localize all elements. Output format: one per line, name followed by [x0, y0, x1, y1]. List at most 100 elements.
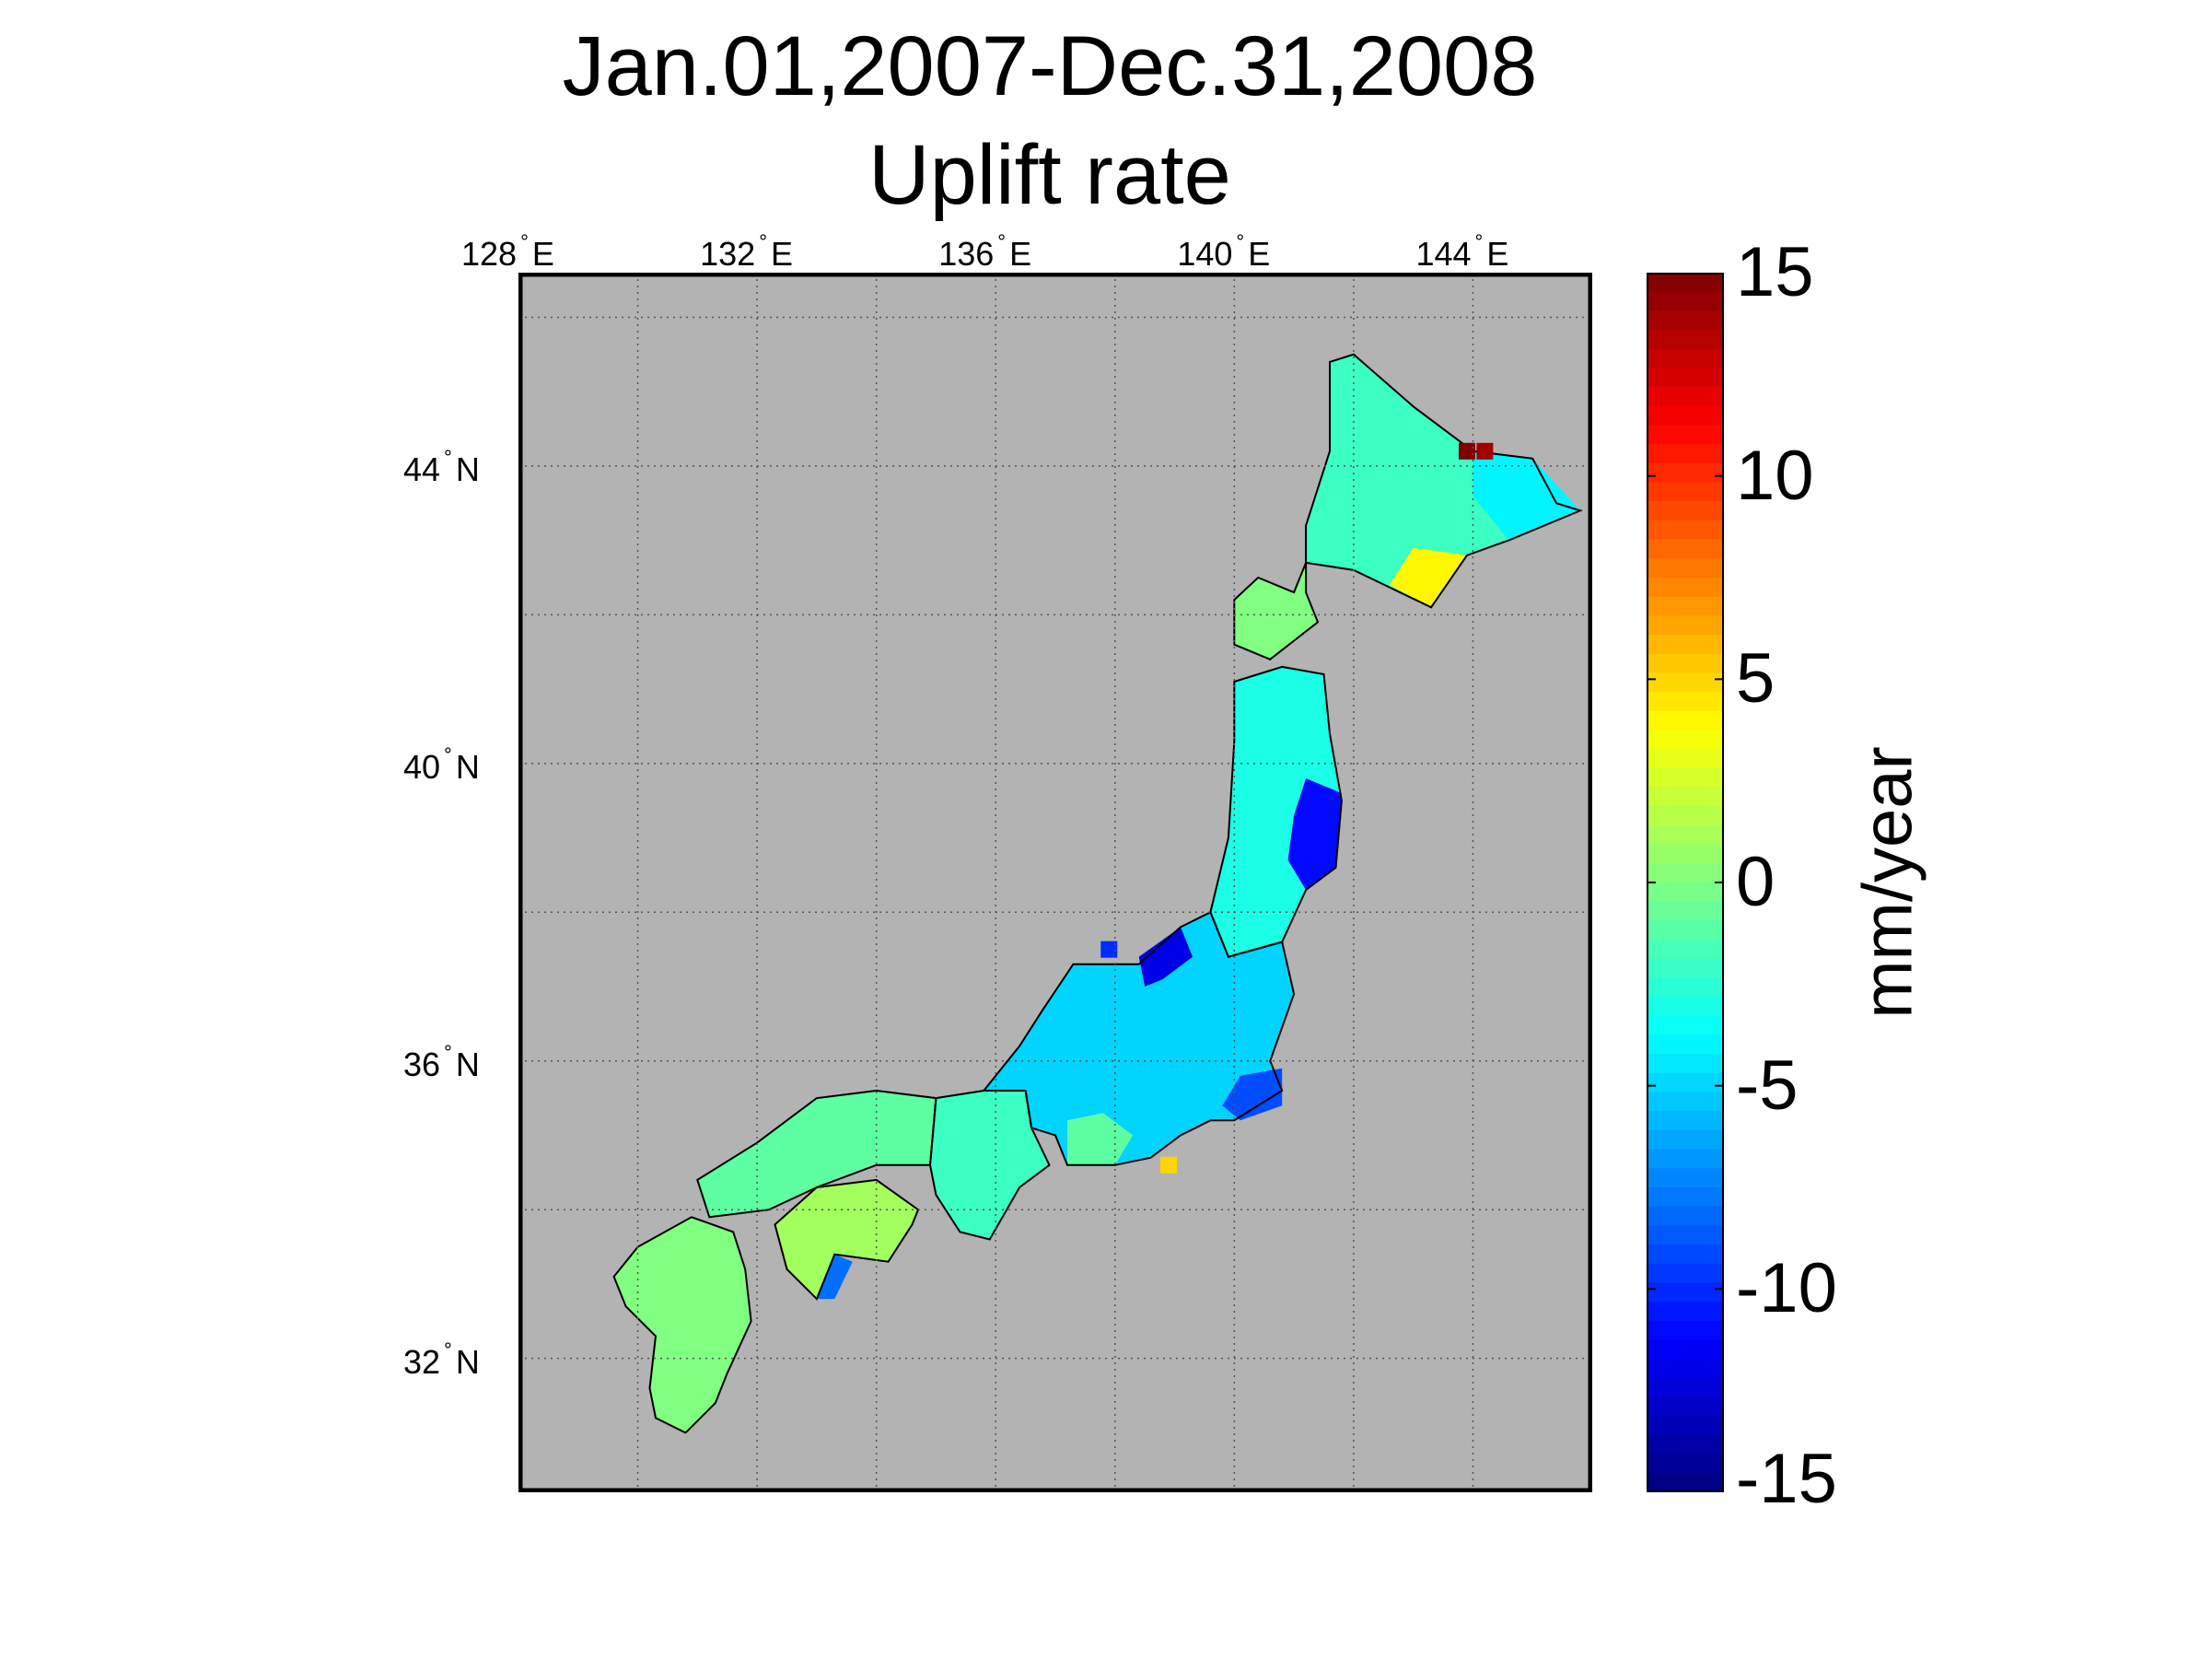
- colorbar-band: [1647, 1111, 1724, 1131]
- degree-symbol: °: [444, 1338, 452, 1361]
- colorbar-band: [1647, 635, 1724, 655]
- region-honshu-central: [984, 912, 1295, 1165]
- colorbar-band: [1647, 1034, 1724, 1055]
- uplift-markers-layer: [1100, 442, 1494, 1174]
- coastline-hokkaido-north: [1305, 353, 1583, 609]
- colorbar-band: [1647, 1168, 1724, 1188]
- colorbar-tick-label: 0: [1736, 843, 1775, 921]
- region-kyushu: [613, 1217, 751, 1433]
- lon-tick-number: 144: [1415, 235, 1472, 273]
- colorbar-band: [1647, 348, 1724, 369]
- degree-symbol: °: [1474, 230, 1484, 253]
- hemisphere-letter: E: [1486, 235, 1509, 273]
- colorbar-band: [1647, 425, 1724, 445]
- japan-uplift-map: [518, 273, 1592, 1492]
- hemisphere-letter: E: [531, 235, 554, 273]
- lat-tick-number: 40: [403, 747, 441, 786]
- region-hokkaido-north: [1306, 354, 1580, 608]
- marker-noto-cell: [1100, 940, 1118, 958]
- colorbar-band: [1647, 653, 1724, 674]
- colorbar-band: [1647, 1129, 1724, 1151]
- lon-tick-label-144: 144 ° E: [1415, 230, 1508, 274]
- colorbar-band: [1647, 1339, 1724, 1360]
- colorbar-band: [1647, 539, 1724, 559]
- uplift-regions-layer: [613, 354, 1580, 1433]
- coastline-honshu-central: [982, 910, 1296, 1166]
- lat-tick-label-40: 40 ° N: [403, 743, 480, 787]
- colorbar-band: [1647, 1187, 1724, 1208]
- colorbar-band: [1647, 482, 1724, 502]
- colorbar-tick-label: 15: [1736, 233, 1814, 311]
- colorbar-band: [1647, 291, 1724, 311]
- colorbar-band: [1647, 1454, 1724, 1474]
- degree-symbol: °: [997, 230, 1007, 253]
- lat-tick-number: 36: [403, 1045, 441, 1083]
- region-niigata-subsidence: [1138, 927, 1193, 987]
- colorbar-band: [1647, 863, 1724, 883]
- colorbar-band: [1647, 1434, 1724, 1455]
- colorbar-band: [1647, 330, 1724, 350]
- colorbar-band: [1647, 1302, 1724, 1322]
- colorbar-band: [1647, 273, 1724, 293]
- colorbar-band: [1647, 615, 1724, 636]
- colorbar-tick-label: -15: [1736, 1440, 1837, 1518]
- colorbar-tick-label: -5: [1736, 1046, 1799, 1125]
- region-shikoku-south-cape: [816, 1254, 853, 1300]
- colorbar-band: [1647, 310, 1724, 331]
- colorbar-band: [1647, 1396, 1724, 1417]
- colorbar-band: [1647, 749, 1724, 769]
- lon-tick-label-128: 128 ° E: [461, 230, 554, 274]
- degree-symbol: °: [444, 742, 452, 766]
- colorbar-band: [1647, 1377, 1724, 1398]
- chart-title-line2: Uplift rate: [868, 128, 1231, 222]
- colorbar-band: [1647, 901, 1724, 921]
- colorbar-band: [1647, 405, 1724, 426]
- colorbar-band: [1647, 977, 1724, 998]
- colorbar-band: [1647, 368, 1724, 388]
- lat-tick-number: 32: [403, 1342, 441, 1381]
- hemisphere-letter: N: [455, 450, 480, 488]
- map-panel: [518, 273, 1592, 1492]
- colorbar-band: [1647, 1263, 1724, 1284]
- map-frame-border: [518, 273, 1592, 1492]
- colorbar-tick-label: 5: [1736, 639, 1775, 719]
- colorbar-band: [1647, 958, 1724, 979]
- lon-tick-number: 140: [1177, 235, 1233, 273]
- lat-tick-number: 44: [403, 450, 441, 488]
- colorbar-band: [1647, 806, 1724, 826]
- colorbar-band: [1647, 730, 1724, 750]
- marker-izu-uplift: [1160, 1156, 1178, 1174]
- colorbar-band: [1647, 997, 1724, 1017]
- colorbar-band: [1647, 672, 1724, 693]
- region-tohoku-pacific-subsidence: [1287, 778, 1342, 891]
- hemisphere-letter: N: [455, 747, 480, 786]
- colorbar-band: [1647, 1206, 1724, 1226]
- colorbar-band: [1647, 1149, 1724, 1169]
- colorbar-band: [1647, 882, 1724, 903]
- colorbar-band: [1647, 520, 1724, 541]
- colorbar-band: [1647, 692, 1724, 712]
- colorbar-tick-label: 10: [1736, 436, 1814, 515]
- region-kinki: [930, 1091, 1050, 1240]
- region-shikoku: [774, 1179, 918, 1300]
- colorbar-tick-label: -10: [1736, 1249, 1837, 1328]
- colorbar-band: [1647, 1092, 1724, 1112]
- colorbar-band: [1647, 387, 1724, 407]
- colorbar-band: [1647, 444, 1724, 464]
- region-hokkaido-south-uplift: [1389, 547, 1467, 608]
- colorbar-band: [1647, 767, 1724, 789]
- hemisphere-letter: N: [455, 1342, 480, 1381]
- colorbar-band: [1647, 501, 1724, 521]
- colorbar-band: [1647, 1473, 1724, 1492]
- coastline-layer: [612, 353, 1583, 1434]
- lon-tick-number: 132: [700, 235, 756, 273]
- hemisphere-letter: E: [1009, 235, 1032, 273]
- colorbar-band: [1647, 558, 1724, 578]
- marker-hokkaido-northeast-uplift-2: [1476, 442, 1494, 460]
- colorbar-band: [1647, 844, 1724, 864]
- colorbar-band: [1647, 1072, 1724, 1093]
- hemisphere-letter: E: [1248, 235, 1271, 273]
- colorbar-band: [1647, 578, 1724, 598]
- colorbar-band: [1647, 1015, 1724, 1036]
- colorbar-band: [1647, 1359, 1724, 1379]
